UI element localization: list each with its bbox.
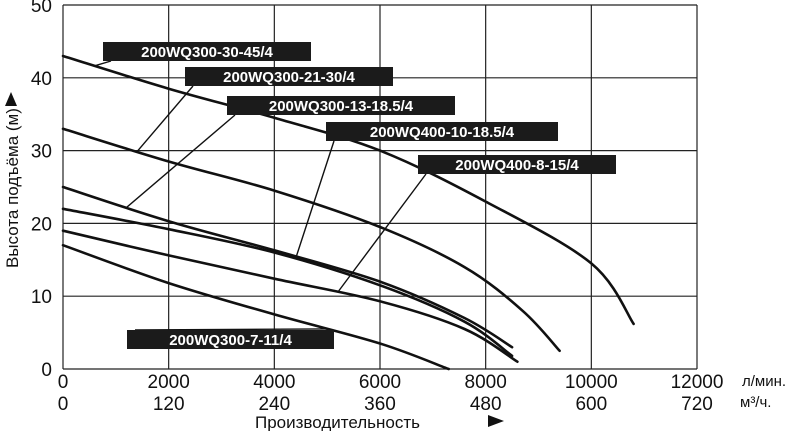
curve-labels: 200WQ300-30-45/4 200WQ300-21-30/4 200WQ300… bbox=[103, 42, 616, 349]
x-tick-label-lpm: 6000 bbox=[359, 372, 401, 393]
x-tick-label-lpm: 12000 bbox=[671, 372, 724, 393]
x-tick-label-m3h: 120 bbox=[153, 394, 185, 415]
y-tick-label: 20 bbox=[31, 214, 52, 235]
x-tick-labels-m3h: 0 120 240 360 480 600 720 bbox=[58, 394, 713, 415]
label-background bbox=[127, 330, 334, 349]
y-axis-arrow-icon bbox=[5, 92, 17, 106]
curve-label: 200WQ400-10-18.5/4 bbox=[370, 124, 515, 141]
curve-label: 200WQ300-30-45/4 bbox=[141, 44, 273, 61]
label-leader-line bbox=[134, 328, 328, 331]
label-leader-line bbox=[294, 140, 335, 260]
y-tick-label: 30 bbox=[31, 142, 52, 163]
series-line bbox=[61, 243, 450, 371]
x-tick-label-lpm: 8000 bbox=[465, 372, 507, 393]
y-tick-label: 40 bbox=[31, 69, 52, 90]
y-axis-title: Высота подъёма (м) bbox=[3, 92, 22, 268]
curves bbox=[61, 54, 635, 371]
label-background bbox=[103, 42, 311, 61]
series-line bbox=[61, 185, 514, 349]
label-leader-line bbox=[125, 114, 236, 209]
x-unit-lpm: л/мин. bbox=[742, 373, 786, 390]
x-tick-label-m3h: 480 bbox=[470, 394, 502, 415]
curve-label: 200WQ300-21-30/4 bbox=[223, 69, 355, 86]
x-tick-label-m3h: 600 bbox=[575, 394, 607, 415]
label-background bbox=[185, 67, 393, 86]
label-background bbox=[227, 96, 455, 115]
y-tick-label: 0 bbox=[41, 360, 52, 381]
y-tick-labels: 0 10 20 30 40 50 bbox=[31, 0, 52, 381]
x-tick-label-m3h: 360 bbox=[364, 394, 396, 415]
x-axis-title: Производительность bbox=[255, 413, 504, 431]
x-tick-label-m3h: 0 bbox=[58, 394, 69, 415]
label-leader-line bbox=[337, 173, 427, 293]
x-axis-label: Производительность bbox=[255, 413, 420, 431]
label-background bbox=[418, 155, 616, 174]
x-tick-label-lpm: 4000 bbox=[253, 372, 295, 393]
x-tick-label-lpm: 2000 bbox=[148, 372, 190, 393]
series-line bbox=[61, 229, 519, 363]
x-tick-labels-lpm: 0 2000 4000 6000 8000 10000 12000 bbox=[58, 372, 724, 393]
x-tick-label-lpm: 10000 bbox=[565, 372, 618, 393]
curve-label: 200WQ300-13-18.5/4 bbox=[269, 98, 414, 115]
y-axis-label: Высота подъёма (м) bbox=[3, 108, 22, 268]
x-tick-label-lpm: 0 bbox=[58, 372, 69, 393]
y-tick-label: 10 bbox=[31, 287, 52, 308]
curve-label: 200WQ300-7-11/4 bbox=[169, 332, 292, 349]
series-line bbox=[61, 54, 635, 326]
x-unit-m3h: м³/ч. bbox=[740, 394, 771, 411]
series-line bbox=[61, 127, 561, 353]
x-tick-label-m3h: 240 bbox=[258, 394, 290, 415]
series-line bbox=[61, 207, 514, 358]
x-axis-arrow-icon bbox=[488, 415, 504, 427]
grid bbox=[62, 4, 698, 370]
label-leaders bbox=[94, 60, 427, 331]
y-tick-label: 50 bbox=[31, 0, 52, 17]
label-leader-line bbox=[94, 60, 112, 67]
label-background bbox=[326, 122, 558, 141]
curve-label: 200WQ400-8-15/4 bbox=[455, 157, 579, 174]
label-leader-line bbox=[136, 85, 194, 153]
x-tick-label-m3h: 720 bbox=[681, 394, 713, 415]
